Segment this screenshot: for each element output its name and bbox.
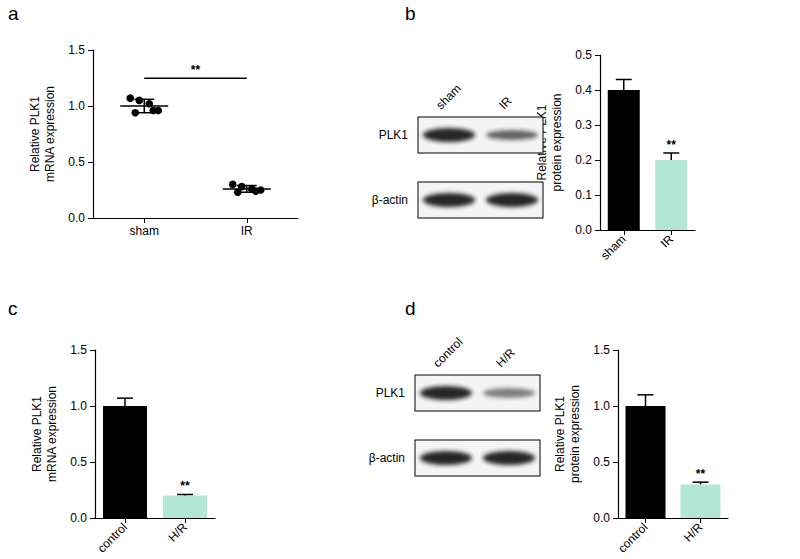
svg-text:control: control	[615, 520, 650, 555]
svg-text:**: **	[180, 479, 190, 493]
svg-text:0.0: 0.0	[68, 211, 85, 225]
svg-text:0.5: 0.5	[70, 455, 87, 469]
svg-text:Relative PLK1: Relative PLK1	[553, 396, 567, 472]
svg-text:1.5: 1.5	[68, 43, 85, 57]
svg-text:Relative PLK1: Relative PLK1	[535, 104, 549, 180]
svg-text:H/R: H/R	[165, 520, 190, 545]
svg-text:sham: sham	[598, 232, 629, 263]
svg-text:0.3: 0.3	[575, 118, 592, 132]
svg-text:**: **	[191, 63, 201, 77]
svg-text:b: b	[405, 3, 416, 24]
svg-text:control: control	[95, 520, 130, 555]
svg-text:0.0: 0.0	[593, 511, 610, 525]
svg-text:c: c	[8, 298, 18, 319]
svg-text:0.0: 0.0	[70, 511, 87, 525]
svg-text:protein expression: protein expression	[550, 93, 564, 191]
svg-text:β-actin: β-actin	[369, 451, 405, 465]
svg-text:1.5: 1.5	[70, 343, 87, 357]
svg-text:Relative PLK1: Relative PLK1	[28, 96, 42, 172]
svg-text:1.0: 1.0	[68, 99, 85, 113]
svg-text:**: **	[667, 138, 677, 152]
svg-text:a: a	[8, 3, 19, 24]
svg-text:0.0: 0.0	[575, 223, 592, 237]
svg-text:0.2: 0.2	[575, 153, 592, 167]
svg-text:0.5: 0.5	[593, 455, 610, 469]
svg-text:mRNA expression: mRNA expression	[43, 86, 57, 182]
svg-text:Relative PLK1: Relative PLK1	[30, 396, 44, 472]
svg-text:protein expression: protein expression	[568, 385, 582, 483]
svg-text:control: control	[430, 335, 465, 370]
svg-text:mRNA expression: mRNA expression	[45, 386, 59, 482]
svg-text:0.5: 0.5	[68, 155, 85, 169]
svg-text:0.4: 0.4	[575, 83, 592, 97]
svg-text:d: d	[405, 298, 416, 319]
svg-text:0.5: 0.5	[575, 48, 592, 62]
svg-text:sham: sham	[433, 81, 464, 112]
svg-text:1.0: 1.0	[70, 399, 87, 413]
svg-text:1.0: 1.0	[593, 399, 610, 413]
svg-text:**: **	[696, 467, 706, 481]
svg-text:0.1: 0.1	[575, 188, 592, 202]
svg-text:PLK1: PLK1	[376, 386, 406, 400]
svg-text:PLK1: PLK1	[379, 128, 409, 142]
svg-text:β-actin: β-actin	[372, 193, 408, 207]
svg-text:IR: IR	[658, 232, 677, 251]
svg-text:IR: IR	[496, 94, 515, 113]
svg-text:H/R: H/R	[681, 520, 706, 545]
svg-text:IR: IR	[241, 224, 253, 238]
svg-text:sham: sham	[130, 224, 159, 238]
svg-text:1.5: 1.5	[593, 343, 610, 357]
svg-text:H/R: H/R	[493, 345, 518, 370]
